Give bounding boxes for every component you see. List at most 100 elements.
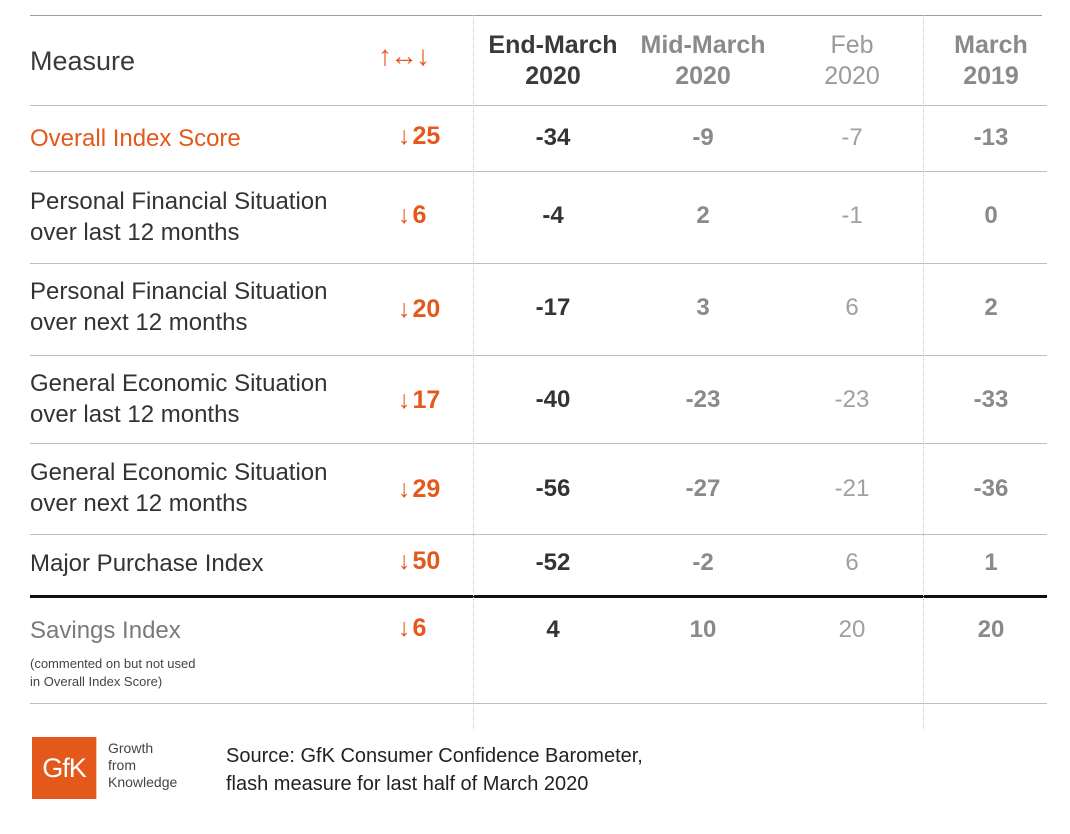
column-header-line: March	[954, 31, 1028, 59]
value-feb-2020: -21	[834, 475, 870, 502]
down-arrow-icon: ↓	[398, 122, 411, 150]
value-end-march-2020: -52	[535, 549, 571, 576]
row-rule	[30, 443, 1047, 444]
change-value: 50	[412, 547, 441, 575]
value-mid-march-2020: 3	[696, 294, 710, 321]
value-march-2019: -33	[973, 386, 1009, 413]
column-header-line: 2020	[824, 62, 880, 90]
column-divider	[473, 15, 474, 730]
row-rule	[30, 355, 1047, 356]
measure-header: Measure	[30, 46, 136, 76]
logo-divider	[96, 737, 97, 799]
value-end-march-2020: -4	[542, 202, 564, 229]
value-mid-march-2020: 10	[689, 616, 717, 643]
table-bottom-rule	[30, 703, 1047, 704]
measure-label: Personal Financial Situation over next 1…	[30, 276, 370, 338]
footnote-line: (commented on but not used	[30, 656, 196, 671]
column-header-mid-march-2020: Mid-March 2020	[628, 30, 778, 92]
column-header-feb-2020: Feb 2020	[777, 30, 927, 92]
value-feb-2020: 20	[838, 616, 866, 643]
value-mid-march-2020: -23	[685, 386, 721, 413]
measure-label-line: over next 12 months	[30, 309, 248, 336]
logo-text: GfK	[42, 752, 87, 783]
down-arrow-icon: ↓	[398, 475, 411, 503]
change-arrows-header: ↑↔↓	[378, 40, 430, 71]
logo-tagline: Growth from Knowledge	[108, 740, 177, 791]
value-end-march-2020: -17	[535, 294, 571, 321]
value-mid-march-2020: -9	[692, 124, 714, 151]
measure-label-line: over last 12 months	[30, 219, 240, 246]
measure-label: General Economic Situation over last 12 …	[30, 368, 370, 430]
change-value: 29	[412, 475, 441, 503]
row-rule	[30, 534, 1047, 535]
value-mid-march-2020: 2	[696, 202, 710, 229]
value-march-2019: 20	[977, 616, 1005, 643]
value-end-march-2020: -56	[535, 475, 571, 502]
value-mid-march-2020: -2	[692, 549, 714, 576]
source-line: flash measure for last half of March 202…	[226, 773, 589, 795]
column-header-line: Mid-March	[640, 31, 766, 59]
savings-separator-rule	[30, 595, 1047, 598]
value-mid-march-2020: -27	[685, 475, 721, 502]
value-end-march-2020: 4	[546, 616, 560, 643]
column-header-line: End-March	[488, 31, 618, 59]
footnote-line: in Overall Index Score)	[30, 674, 163, 689]
down-arrow-icon: ↓	[398, 386, 411, 414]
change-indicator: ↓20	[398, 295, 468, 324]
column-divider	[923, 15, 924, 730]
tagline-line: Growth	[108, 740, 154, 756]
measure-label: Savings Index	[30, 617, 181, 644]
change-indicator: ↓17	[398, 386, 468, 415]
change-value: 6	[412, 614, 427, 642]
measure-label-line: General Economic Situation	[30, 459, 328, 486]
value-feb-2020: 6	[845, 549, 859, 576]
change-value: 6	[412, 201, 427, 229]
measure-label-line: Personal Financial Situation	[30, 188, 328, 215]
column-header-line: 2020	[525, 62, 581, 90]
savings-footnote: (commented on but not used in Overall In…	[30, 655, 290, 691]
value-march-2019: -36	[973, 475, 1009, 502]
measure-label: Personal Financial Situation over last 1…	[30, 186, 370, 248]
tagline-line: Knowledge	[108, 774, 178, 790]
column-header-line: 2019	[963, 62, 1019, 90]
tagline-line: from	[108, 757, 136, 773]
row-rule	[30, 171, 1047, 172]
down-arrow-icon: ↓	[398, 614, 411, 642]
down-arrow-icon: ↓	[398, 547, 411, 575]
measure-label-line: Personal Financial Situation	[30, 278, 328, 305]
column-header-end-march-2020: End-March 2020	[478, 30, 628, 92]
row-rule	[30, 263, 1047, 264]
down-arrow-icon: ↓	[398, 295, 411, 323]
change-value: 20	[412, 295, 441, 323]
measure-label: General Economic Situation over next 12 …	[30, 457, 370, 519]
change-value: 17	[412, 386, 441, 414]
change-indicator: ↓50	[398, 547, 468, 576]
value-march-2019: 0	[984, 202, 998, 229]
change-indicator: ↓6	[398, 614, 468, 643]
source-line: Source: GfK Consumer Confidence Baromete…	[226, 745, 643, 767]
value-end-march-2020: -40	[535, 386, 571, 413]
value-feb-2020: -7	[841, 124, 863, 151]
measure-label-line: over next 12 months	[30, 490, 248, 517]
value-feb-2020: 6	[845, 294, 859, 321]
gfk-logo: GfK	[32, 737, 96, 799]
source-note: Source: GfK Consumer Confidence Baromete…	[226, 742, 643, 798]
change-indicator: ↓29	[398, 475, 468, 504]
change-indicator: ↓6	[398, 201, 468, 230]
value-march-2019: 2	[984, 294, 998, 321]
change-value: 25	[412, 122, 441, 150]
value-feb-2020: -1	[841, 202, 863, 229]
column-header-line: Feb	[830, 31, 874, 59]
value-march-2019: -13	[973, 124, 1009, 151]
value-end-march-2020: -34	[535, 124, 571, 151]
down-arrow-icon: ↓	[398, 201, 411, 229]
measure-label-line: over last 12 months	[30, 401, 240, 428]
column-header-march-2019: March 2019	[916, 30, 1066, 92]
value-march-2019: 1	[984, 549, 998, 576]
measure-label: Overall Index Score	[30, 125, 241, 152]
column-header-line: 2020	[675, 62, 731, 90]
measure-label-line: General Economic Situation	[30, 370, 328, 397]
header-rule	[30, 105, 1047, 106]
change-indicator: ↓25	[398, 122, 468, 151]
